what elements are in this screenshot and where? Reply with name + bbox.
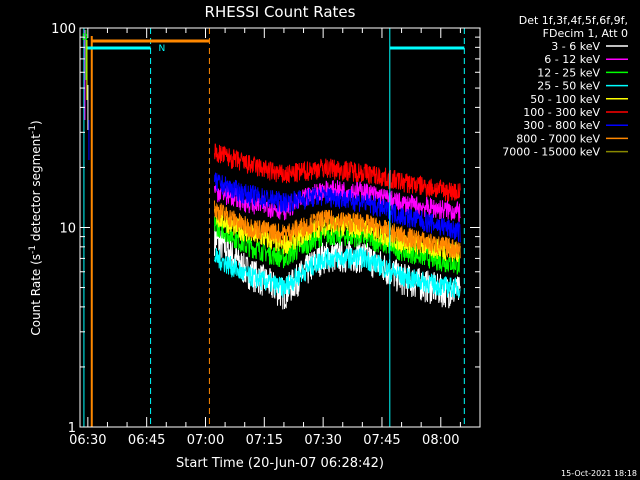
- y-axis-label-sup1: -1: [28, 245, 38, 254]
- legend-label: 6 - 12 keV: [544, 53, 600, 66]
- y-tick-label: 10: [59, 222, 76, 237]
- annotation-b: B: [82, 33, 88, 43]
- legend-label: 3 - 6 keV: [551, 40, 600, 53]
- y-axis-label-main: Count Rate (s: [29, 254, 43, 336]
- legend-label: 25 - 50 keV: [537, 80, 600, 93]
- legend-header-line-2: FDecim 1, Att 0: [543, 27, 628, 40]
- x-tick-label: 07:15: [246, 433, 283, 448]
- x-tick-label: 06:45: [128, 433, 165, 448]
- legend-label: 50 - 100 keV: [530, 93, 600, 106]
- series-line-100-300-kev: [214, 143, 461, 202]
- chart-title: RHESSI Count Rates: [205, 3, 356, 21]
- x-tick-label: 07:00: [187, 433, 224, 448]
- annotation-n: N: [159, 44, 166, 54]
- y-axis-label: Count Rate (s-1 detector segment-1): [28, 120, 43, 335]
- x-axis-label: Start Time (20-Jun-07 06:28:42): [176, 456, 384, 471]
- axis-layer: 1 10 100 06:30 06:45 07:00 07:15 07:30 07:45 08:0…: [51, 22, 481, 448]
- y-axis-label-end: ): [29, 120, 43, 125]
- x-tick-label: 07:30: [304, 433, 341, 448]
- svg-text:Count Rate (s-1 detector segme: Count Rate (s-1 detector segment-1): [28, 120, 43, 335]
- legend-label: 300 - 800 keV: [523, 119, 600, 132]
- x-tick-label: 07:45: [363, 433, 400, 448]
- y-tick-label: 1: [68, 421, 76, 436]
- legend-label: 800 - 7000 keV: [516, 132, 600, 145]
- y-axis-label-tail: detector segment: [29, 134, 43, 245]
- y-tick-label: 100: [51, 22, 76, 37]
- x-tick-label: 08:00: [422, 433, 459, 448]
- series-line-6-12-kev: [214, 180, 461, 223]
- series-line-3-6-kev: [214, 225, 461, 310]
- legend-label: 7000 - 15000 keV: [502, 146, 600, 159]
- footer-timestamp: 15-Oct-2021 18:18: [561, 469, 637, 478]
- legend-label: 12 - 25 keV: [537, 66, 600, 79]
- series-line-12-25-kev: [214, 216, 461, 275]
- series-line-25-50-kev: [214, 246, 461, 299]
- legend-label: 100 - 300 keV: [523, 106, 600, 119]
- series-line-800-7000-kev: [214, 200, 461, 259]
- series-line-300-800-kev: [214, 172, 461, 243]
- x-tick-label: 06:30: [69, 433, 106, 448]
- legend-header-line-1: Det 1f,3f,4f,5f,6f,9f,: [519, 14, 628, 27]
- y-axis-label-sup2: -1: [28, 125, 38, 134]
